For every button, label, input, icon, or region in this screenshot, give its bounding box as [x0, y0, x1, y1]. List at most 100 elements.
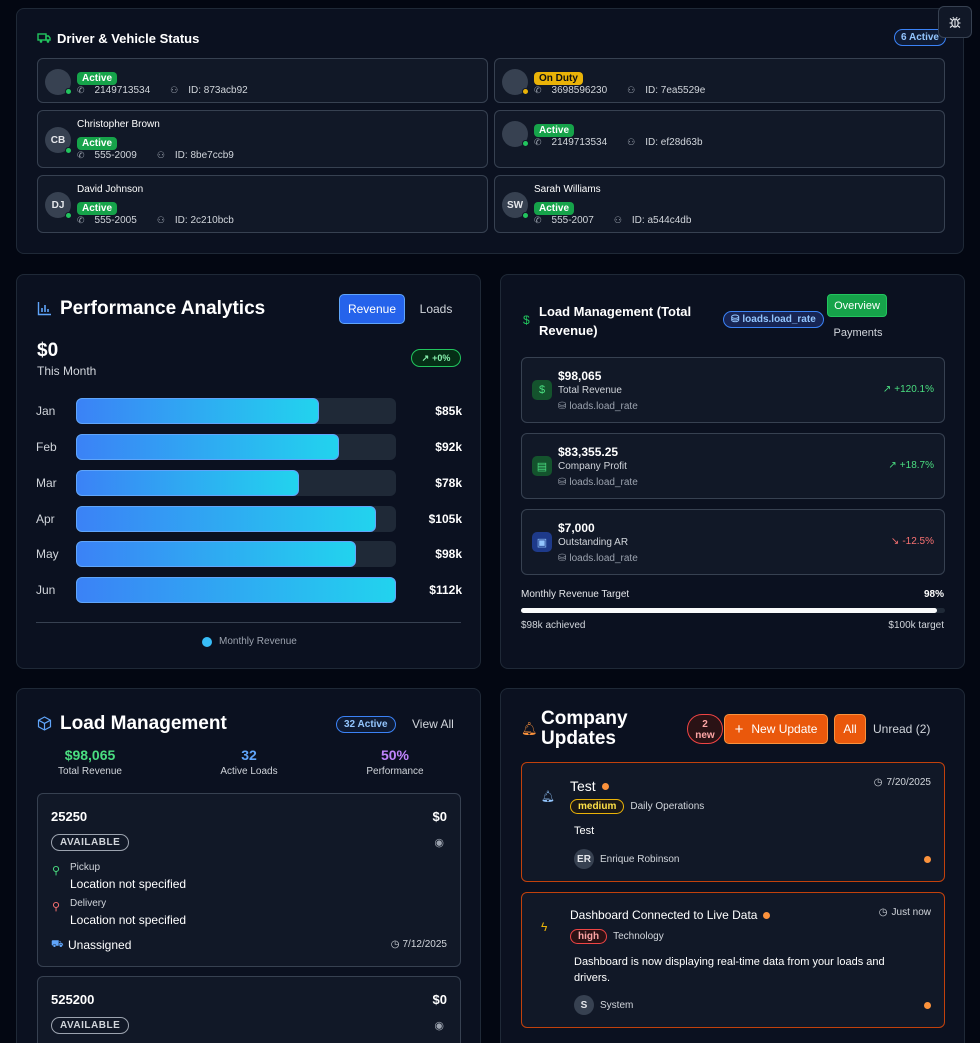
user-icon: ⚇ [156, 215, 165, 225]
bar-track [76, 506, 396, 532]
target-label: Monthly Revenue Target [521, 589, 630, 600]
filter-all-button[interactable]: All [834, 714, 866, 744]
driver-card[interactable]: Active ✆ 2149713534 ⚇ ID: ef28d63b [494, 110, 945, 168]
target-percent: 98% [923, 589, 944, 600]
tab-overview[interactable]: Overview [827, 294, 887, 317]
load-amount: $0 [432, 809, 447, 824]
view-all-link[interactable]: View All [412, 717, 454, 731]
lightning-icon: ϟ [541, 920, 548, 934]
phone-icon: ✆ [77, 85, 85, 95]
performance-title: Performance Analytics [60, 298, 266, 319]
metric-value: $98,065 [558, 369, 602, 383]
bug-icon-button[interactable] [938, 6, 972, 38]
target-amount: $100k target [888, 620, 944, 631]
metric-label: Total Revenue [558, 385, 622, 396]
bar-value-label: $92k [435, 440, 462, 454]
load-date: ◷ 7/12/2025 [390, 939, 447, 950]
driver-card[interactable]: CB Christopher Brown Active ✆ 555-2009 ⚇ ID… [37, 110, 488, 168]
load-card[interactable]: 25250 $0 AVAILABLE ◉ ⚲ Pickup Location n… [37, 793, 461, 967]
eye-icon[interactable]: ◉ [434, 1020, 444, 1032]
driver-meta: ✆ 555-2007 ⚇ ID: a544c4db [534, 215, 692, 226]
calculator-icon: ▤ [532, 456, 552, 476]
phone-icon: ✆ [77, 150, 85, 160]
update-time: ◷ 7/20/2025 [873, 777, 931, 788]
driver-card[interactable]: SW Sarah Williams Active ✆ 555-2007 ⚇ ID: a… [494, 175, 945, 233]
metric-change: ↘ -12.5% [890, 536, 934, 547]
user-icon: ⚇ [627, 85, 636, 95]
user-icon: ⚇ [170, 85, 179, 95]
driver-meta: ✆ 555-2009 ⚇ ID: 8be7ccb9 [77, 150, 234, 161]
metric-card: $ $98,065 Total Revenue ⛁ loads.load_rate… [521, 357, 945, 423]
update-category: Daily Operations [630, 801, 705, 812]
bar-track [76, 470, 396, 496]
phone-icon: ✆ [534, 137, 542, 147]
load-number: 525200 [51, 992, 95, 1007]
chart-legend: Monthly Revenue [202, 636, 297, 647]
update-author: System [600, 999, 634, 1011]
metric-value: $83,355.25 [558, 445, 619, 459]
chart-divider [36, 622, 461, 623]
driver-name: David Johnson [77, 184, 144, 195]
dollar-icon: $ [532, 380, 552, 400]
trend-up-icon: ↗ [882, 384, 892, 395]
achieved-label: $98k achieved [521, 620, 586, 631]
database-icon: ⛁ [558, 401, 567, 412]
metric-label: Outstanding AR [558, 537, 629, 548]
revenue-bar [76, 398, 319, 424]
phone-icon: ✆ [77, 215, 85, 225]
avatar: ER [574, 849, 594, 869]
bar-month-label: Jun [36, 583, 56, 597]
trend-up-icon: ↗ [888, 460, 897, 471]
driver-name: Sarah Williams [534, 184, 601, 195]
tab-loads[interactable]: Loads [419, 302, 453, 316]
update-card[interactable]: 🔔︎ Test ◷ 7/20/2025 medium Daily Operatio… [521, 762, 945, 882]
driver-meta: ✆ 2149713534 ⚇ ID: 873acb92 [77, 85, 248, 96]
update-card[interactable]: ϟ Dashboard Connected to Live Data ◷ Just… [521, 892, 945, 1028]
bar-track [76, 577, 396, 603]
user-icon: ⚇ [627, 137, 636, 147]
dollar-icon: $ [523, 313, 530, 327]
month-amount: $0 [37, 340, 59, 361]
database-icon: ⛁ [558, 477, 567, 488]
bar-track [76, 541, 396, 567]
eye-icon[interactable]: ◉ [434, 837, 444, 849]
tab-payments[interactable]: Payments [833, 327, 883, 339]
load-status-badge: AVAILABLE [51, 834, 130, 851]
load-card[interactable]: 525200 $0 AVAILABLE ◉ [37, 976, 461, 1043]
trend-down-icon: ↘ [890, 536, 900, 547]
bar-chart-icon [37, 302, 51, 316]
online-dot [522, 212, 529, 219]
driver-card[interactable]: Active ✆ 2149713534 ⚇ ID: 873acb92 [37, 58, 488, 103]
load-management-panel: Load Management 32 Active View All $98,0… [16, 688, 481, 1043]
new-update-button[interactable]: + New Update [724, 714, 828, 744]
revenue-bar [76, 506, 376, 532]
truck-icon: ⛟ [51, 939, 64, 950]
update-body: Dashboard is now displaying real-time da… [574, 956, 885, 984]
revenue-bar [76, 541, 356, 567]
period-label: This Month [37, 364, 97, 378]
load-revenue-title: Load Management (Total Revenue) [539, 304, 692, 338]
stat-label: Active Loads [220, 766, 278, 777]
delivery-location: Location not specified [70, 913, 187, 927]
new-count-badge: 2 new [687, 714, 723, 744]
driver-card[interactable]: DJ David Johnson Active ✆ 555-2005 ⚇ ID: 2c… [37, 175, 488, 233]
driver-card[interactable]: On Duty ✆ 3698596230 ⚇ ID: 7ea5529e [494, 58, 945, 103]
filter-unread-button[interactable]: Unread (2) [873, 722, 931, 736]
delivery-label: Delivery [70, 898, 107, 909]
metric-value: $7,000 [558, 521, 595, 535]
priority-badge: high [570, 929, 608, 944]
bug-icon [949, 16, 961, 28]
unread-dot [924, 1002, 931, 1009]
tab-revenue[interactable]: Revenue [339, 294, 405, 324]
revenue-bar [76, 470, 299, 496]
status-badge: On Duty [534, 72, 583, 85]
pickup-pin-icon: ⚲ [52, 865, 61, 877]
bell-icon: 🔔︎ [541, 791, 555, 803]
database-icon: ⛁ [731, 314, 740, 325]
online-dot [522, 140, 529, 147]
database-icon: ⛁ [558, 553, 567, 564]
bar-month-label: Mar [36, 476, 57, 490]
user-icon: ⚇ [156, 150, 165, 160]
status-badge: Active [77, 72, 118, 85]
online-dot [65, 212, 72, 219]
